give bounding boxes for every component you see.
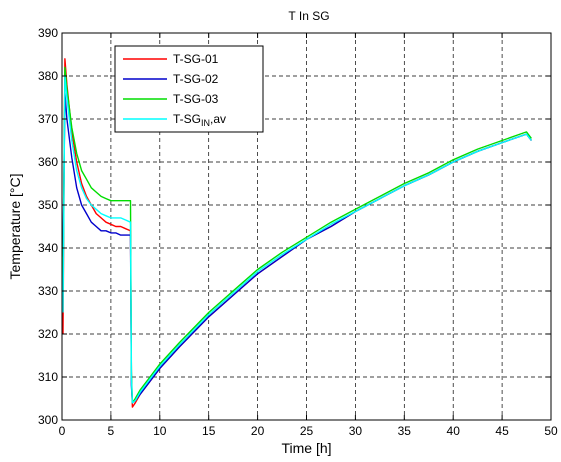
x-tick-label: 45 (495, 424, 509, 438)
x-tick-label: 30 (349, 424, 363, 438)
y-tick-label: 370 (38, 112, 58, 126)
x-tick-label: 0 (59, 424, 66, 438)
series-lines (62, 58, 532, 408)
y-tick-label: 350 (38, 198, 58, 212)
legend: T-SG-01 T-SG-02 T-SG-03 T-SGIN,av (114, 45, 264, 133)
grid-lines (62, 33, 551, 420)
y-tick-label: 360 (38, 155, 58, 169)
x-tick-label: 25 (300, 424, 314, 438)
y-tick-label: 380 (38, 69, 58, 83)
x-tick-label: 15 (202, 424, 216, 438)
x-tick-label: 10 (153, 424, 167, 438)
series-line-4 (62, 75, 532, 404)
x-tick-label: 35 (398, 424, 412, 438)
y-tick-label: 320 (38, 327, 58, 341)
y-axis-title: Temperature [°C] (7, 174, 23, 280)
legend-label-subscript: IN (201, 118, 210, 128)
legend-label-t-sg-02: T-SG-02 (173, 72, 219, 86)
legend-label-main: T-SG (173, 112, 201, 126)
legend-label-tail: ,av (210, 112, 226, 126)
x-tick-label: 5 (108, 424, 115, 438)
legend-label-t-sg-03: T-SG-03 (173, 92, 219, 106)
y-tick-label: 340 (38, 241, 58, 255)
legend-label-t-sg-in-av: T-SGIN,av (173, 112, 226, 128)
y-tick-label: 310 (38, 370, 58, 384)
y-tick-label: 300 (38, 413, 58, 427)
x-tick-label: 20 (251, 424, 265, 438)
y-tick-label: 330 (38, 284, 58, 298)
legend-label-t-sg-01: T-SG-01 (173, 52, 219, 66)
x-axis-title: Time [h] (281, 440, 331, 456)
y-tick-label: 390 (38, 26, 58, 40)
x-tick-label: 40 (447, 424, 461, 438)
chart-title: T In SG (288, 9, 329, 23)
x-tick-label: 50 (544, 424, 558, 438)
series-line-3 (62, 66, 532, 404)
axis-ticks: 0 5 10 15 20 25 30 35 40 45 50 300 310 320 330 340 350 36… (38, 26, 558, 438)
legend-box (114, 45, 264, 133)
